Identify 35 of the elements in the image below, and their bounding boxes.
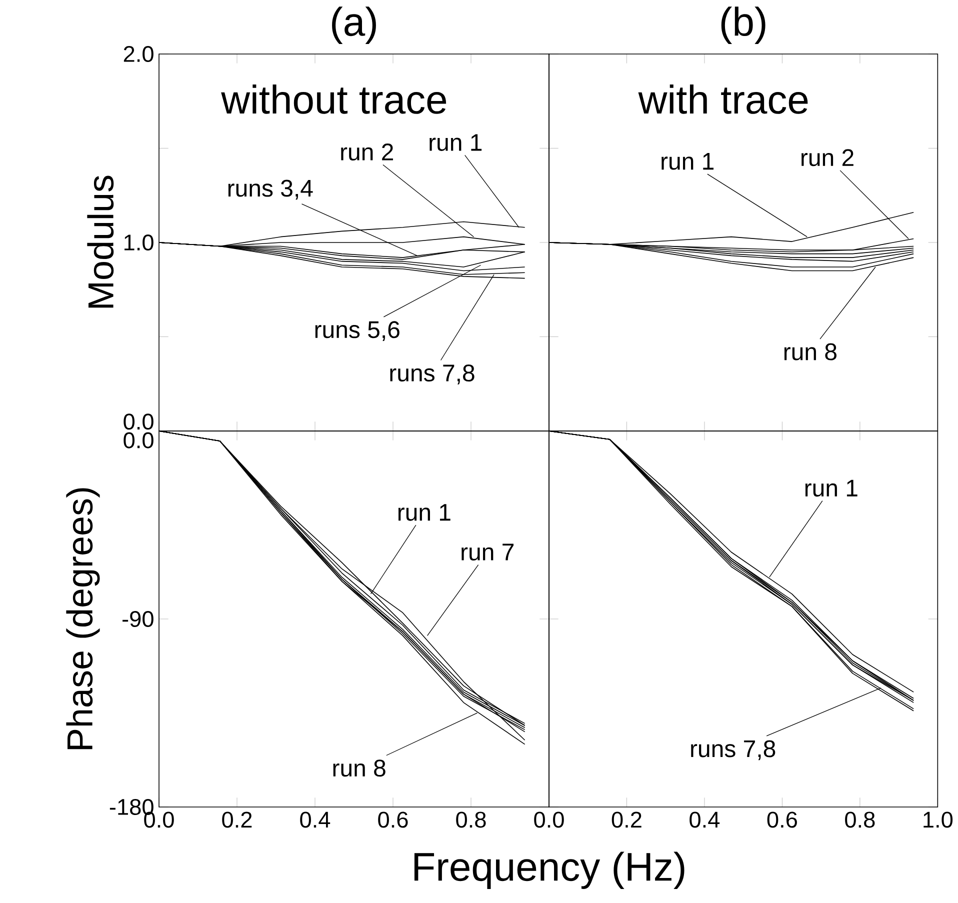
annotation: runs 5,6	[315, 321, 400, 341]
y-axis-title: Modulus	[87, 176, 114, 308]
annotation: run 7	[462, 544, 514, 561]
x-tick-label: 0.8	[456, 812, 486, 828]
x-tick-label: 0.4	[300, 812, 330, 828]
x-tick-label: 0.2	[612, 812, 642, 828]
annotation: runs 3,4	[228, 180, 313, 200]
annotation: run 2	[341, 144, 393, 160]
x-tick-label: 1.0	[924, 812, 953, 828]
y-axis-title: Phase (degrees)	[66, 488, 100, 750]
y-tick-label: 2.0	[124, 46, 154, 62]
chart-title: (b)	[721, 6, 766, 44]
x-tick-label: 0.6	[378, 812, 408, 828]
y-tick-label: -90	[122, 610, 154, 628]
x-axis-title: Frequency (Hz)	[414, 852, 684, 889]
x-tick-label: 0.2	[222, 812, 252, 828]
annotation: without trace	[221, 84, 446, 114]
annotation: with trace	[638, 84, 808, 114]
chart-title: (a)	[332, 6, 376, 44]
annotation: runs 7,8	[390, 364, 474, 384]
x-tick-label: 0.6	[767, 812, 797, 828]
annotation: run 2	[802, 149, 854, 166]
annotation: run 8	[333, 760, 386, 777]
annotation: run 1	[805, 480, 858, 497]
x-tick-label: 0.8	[845, 812, 875, 828]
x-tick-label: 0.4	[690, 812, 720, 828]
annotation: run 1	[662, 153, 714, 170]
y-tick-label: 0.0	[124, 432, 154, 448]
y-tick-label: 1.0	[124, 234, 154, 251]
annotation: run 8	[784, 343, 836, 360]
annotation: run 1	[398, 504, 450, 521]
x-tick-label: 0.0	[534, 812, 564, 828]
annotation: run 1	[430, 134, 482, 151]
y-tick-label: 0.0	[124, 414, 154, 430]
annotation: runs 7,8	[691, 740, 776, 760]
